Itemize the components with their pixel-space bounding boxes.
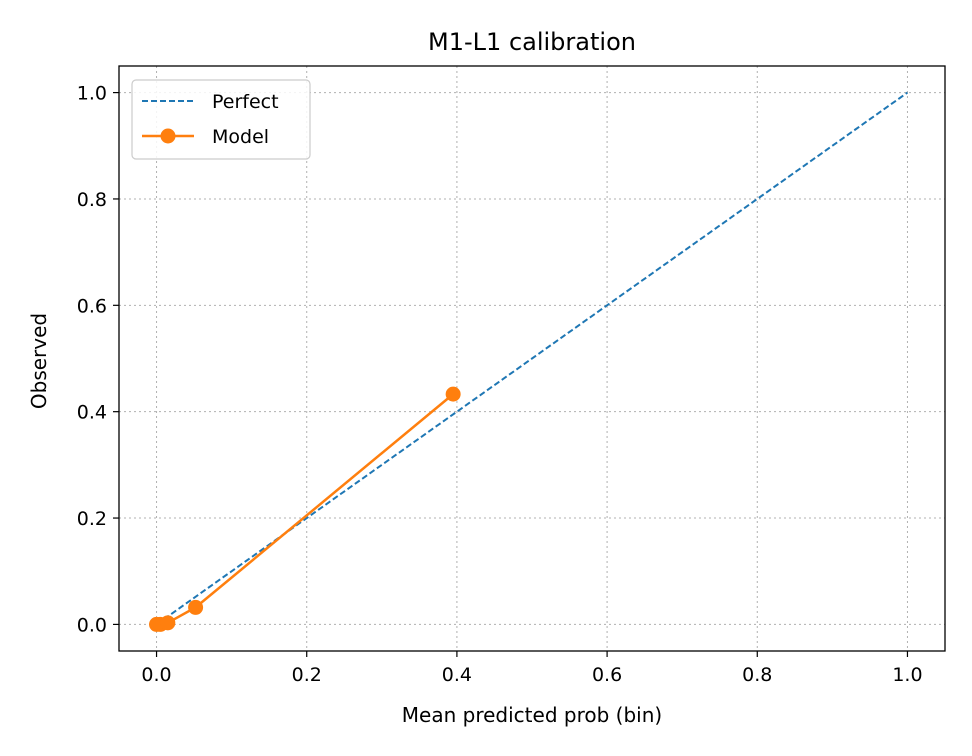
data-point-model — [188, 599, 204, 615]
plot-frame — [118, 65, 946, 652]
y-tick-label: 0.8 — [77, 189, 107, 211]
data-point-model — [445, 386, 461, 402]
y-tick-label: 0.0 — [77, 614, 107, 636]
x-tick-label: 1.0 — [892, 664, 922, 686]
y-tick-label: 1.0 — [77, 83, 107, 105]
legend-box — [131, 79, 311, 160]
x-tick-label: 0.4 — [442, 664, 472, 686]
data-point-model — [160, 615, 176, 631]
legend-label-perfect: Perfect — [212, 91, 279, 113]
x-axis-label: Mean predicted prob (bin) — [402, 703, 662, 727]
y-axis-label: Observed — [27, 313, 51, 409]
legend: Perfect Model — [131, 79, 311, 160]
x-tick-label: 0.2 — [292, 664, 322, 686]
legend-label-model: Model — [212, 126, 269, 148]
x-tick-label: 0.8 — [742, 664, 772, 686]
y-tick-label: 0.2 — [77, 508, 107, 530]
series-layer — [149, 91, 909, 632]
x-tick-label: 0.6 — [592, 664, 622, 686]
y-tick-label: 0.6 — [77, 295, 107, 317]
axis-ticks: 0.0 0.2 0.4 0.6 0.8 1.0 0.0 0.2 0.4 0.6 0.8 1.0 — [77, 83, 923, 686]
chart-title: M1-L1 calibration — [428, 28, 636, 56]
legend-marker-model — [160, 128, 176, 144]
y-tick-label: 0.4 — [77, 402, 107, 424]
x-tick-label: 0.0 — [141, 664, 171, 686]
